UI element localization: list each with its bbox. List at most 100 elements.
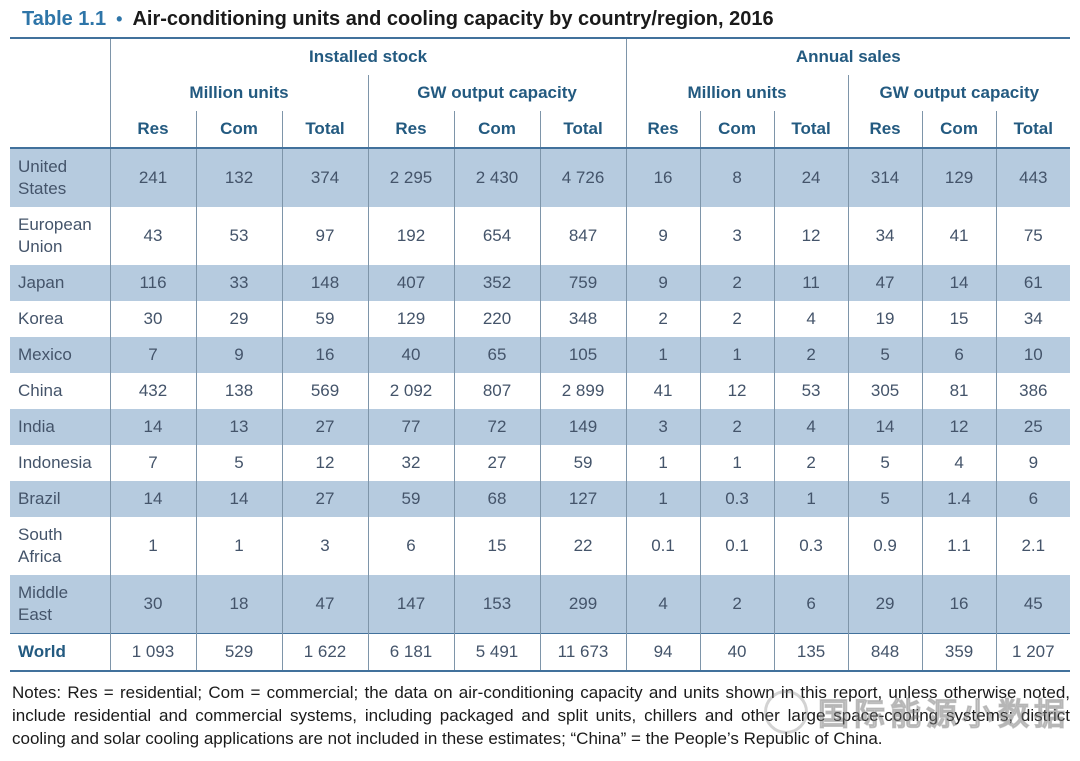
value-cell: 11 bbox=[773, 265, 849, 301]
value-cell: 6 bbox=[367, 517, 454, 575]
value-cell: 0.9 bbox=[847, 517, 923, 575]
value-cell: 59 bbox=[367, 481, 454, 517]
value-cell: 53 bbox=[195, 207, 282, 265]
value-cell: 14 bbox=[195, 481, 282, 517]
table-row: Korea 30 29 59 129 220 348 2 2 4 19 15 34 bbox=[10, 301, 1071, 337]
table-notes: Notes: Res = residential; Com = commerci… bbox=[12, 683, 1070, 748]
col-header-total: Total bbox=[539, 111, 627, 148]
value-cell: 129 bbox=[921, 148, 997, 207]
value-cell: 0.1 bbox=[699, 517, 775, 575]
value-cell: 15 bbox=[453, 517, 540, 575]
value-cell: 374 bbox=[281, 148, 368, 207]
region-label: China bbox=[18, 381, 63, 400]
value-cell: 6 181 bbox=[367, 633, 454, 671]
value-cell: 16 bbox=[625, 148, 701, 207]
value-cell: 1 bbox=[109, 517, 196, 575]
value-cell: 29 bbox=[195, 301, 282, 337]
value-cell: 5 bbox=[195, 445, 282, 481]
value-cell: 43 bbox=[109, 207, 196, 265]
value-cell: 2 bbox=[699, 265, 775, 301]
value-cell: 5 bbox=[847, 445, 923, 481]
value-cell: 4 bbox=[773, 301, 849, 337]
table-row: European Union 43 53 97 192 654 847 9 3 12 34 41 75 bbox=[10, 207, 1071, 265]
value-cell: 147 bbox=[367, 575, 454, 634]
value-cell: 61 bbox=[995, 265, 1071, 301]
value-cell: 9 bbox=[625, 265, 701, 301]
value-cell: 2 092 bbox=[367, 373, 454, 409]
table-number-label: Table 1.1 bbox=[22, 8, 107, 30]
value-cell: 2 bbox=[625, 301, 701, 337]
value-cell: 1.4 bbox=[921, 481, 997, 517]
value-cell: 569 bbox=[281, 373, 368, 409]
subgroup-header: Million units bbox=[109, 75, 368, 111]
value-cell: 97 bbox=[281, 207, 368, 265]
table-row: United States 241 132 374 2 295 2 430 4 726 16 8… bbox=[10, 148, 1071, 207]
region-label: South Africa bbox=[18, 525, 63, 566]
value-cell: 14 bbox=[921, 265, 997, 301]
region-label: Japan bbox=[10, 265, 110, 301]
value-cell: 0.3 bbox=[773, 517, 849, 575]
value-cell: 314 bbox=[847, 148, 923, 207]
value-cell: 29 bbox=[847, 575, 923, 634]
value-cell: 4 bbox=[625, 575, 701, 634]
value-cell: 1.1 bbox=[921, 517, 997, 575]
col-header-total: Total bbox=[995, 111, 1071, 148]
value-cell: 1 bbox=[625, 445, 701, 481]
value-cell: 12 bbox=[699, 373, 775, 409]
region-label: India bbox=[10, 409, 110, 445]
region-label: United States bbox=[10, 148, 110, 207]
value-cell: 241 bbox=[109, 148, 196, 207]
value-cell: 41 bbox=[625, 373, 701, 409]
col-header-res: Res bbox=[109, 111, 196, 148]
value-cell: 2 899 bbox=[539, 373, 627, 409]
value-cell: 1 207 bbox=[995, 633, 1071, 671]
value-cell: 47 bbox=[281, 575, 368, 634]
value-cell: 2 bbox=[699, 409, 775, 445]
value-cell: 5 491 bbox=[453, 633, 540, 671]
value-cell: 153 bbox=[453, 575, 540, 634]
value-cell: 4 bbox=[773, 409, 849, 445]
value-cell: 3 bbox=[625, 409, 701, 445]
value-cell: 1 bbox=[773, 481, 849, 517]
value-cell: 2 bbox=[773, 337, 849, 373]
col-header-com: Com bbox=[453, 111, 540, 148]
table-body: United States 241 132 374 2 295 2 430 4 726 16 8… bbox=[10, 148, 1071, 671]
value-cell: 45 bbox=[995, 575, 1071, 634]
value-cell: 12 bbox=[921, 409, 997, 445]
notes-section: Notes: Res = residential; Com = commerci… bbox=[10, 681, 1070, 750]
value-cell: 2.1 bbox=[995, 517, 1071, 575]
value-cell: 9 bbox=[625, 207, 701, 265]
value-cell: 41 bbox=[921, 207, 997, 265]
value-cell: 443 bbox=[995, 148, 1071, 207]
value-cell: 138 bbox=[195, 373, 282, 409]
value-cell: 5 bbox=[847, 337, 923, 373]
value-cell: 148 bbox=[281, 265, 368, 301]
value-cell: 359 bbox=[921, 633, 997, 671]
column-header-row: Res Com Total Res Com Total Res Com Tota… bbox=[10, 111, 1071, 148]
value-cell: 1 622 bbox=[281, 633, 368, 671]
value-cell: 27 bbox=[281, 409, 368, 445]
data-table: Installed stock Annual sales Million uni… bbox=[10, 37, 1071, 672]
value-cell: 192 bbox=[367, 207, 454, 265]
table-row: India 14 13 27 77 72 149 3 2 4 14 12 25 bbox=[10, 409, 1071, 445]
value-cell: 94 bbox=[625, 633, 701, 671]
value-cell: 529 bbox=[195, 633, 282, 671]
bullet-icon: • bbox=[116, 9, 123, 29]
value-cell: 1 093 bbox=[109, 633, 196, 671]
col-header-total: Total bbox=[281, 111, 368, 148]
value-cell: 2 bbox=[773, 445, 849, 481]
table-row: World 1 093 529 1 622 6 181 5 491 11 673 94 40 13… bbox=[10, 633, 1071, 671]
value-cell: 40 bbox=[367, 337, 454, 373]
value-cell: 105 bbox=[539, 337, 627, 373]
col-header-res: Res bbox=[625, 111, 701, 148]
value-cell: 59 bbox=[281, 301, 368, 337]
value-cell: 5 bbox=[847, 481, 923, 517]
value-cell: 135 bbox=[773, 633, 849, 671]
value-cell: 33 bbox=[195, 265, 282, 301]
value-cell: 72 bbox=[453, 409, 540, 445]
region-label: Middle East bbox=[10, 575, 110, 634]
value-cell: 24 bbox=[773, 148, 849, 207]
value-cell: 34 bbox=[847, 207, 923, 265]
value-cell: 2 bbox=[699, 575, 775, 634]
